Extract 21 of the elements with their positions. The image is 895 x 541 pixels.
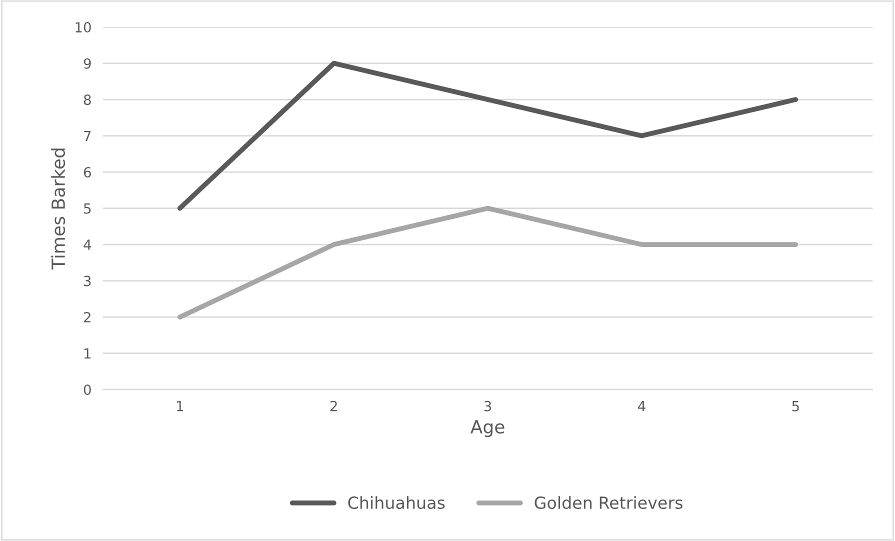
x-tick-label: 1: [177, 401, 184, 412]
y-tick-label: 5: [84, 203, 91, 214]
y-tick-label: 4: [84, 240, 92, 250]
x-axis-title: Age: [470, 420, 504, 438]
y-tick-label: 10: [76, 22, 91, 33]
x-tick-label: 4: [638, 401, 646, 412]
x-tick-label: 3: [484, 400, 492, 412]
y-tick-label: 6: [84, 167, 91, 178]
y-tick-label: 8: [84, 94, 91, 106]
y-tick-label: 1: [84, 348, 91, 359]
y-tick-label: 7: [84, 130, 91, 142]
x-tick-label: 2: [330, 400, 337, 412]
x-tick-label: 5: [792, 401, 799, 412]
line-series: [177, 60, 798, 211]
y-tick-label: 3: [84, 276, 91, 286]
y-tick-label: 2: [84, 312, 90, 322]
legend-label: Golden Retrievers: [534, 496, 682, 510]
legend-label: Chihuahuas: [348, 496, 445, 510]
y-tick-label: 9: [84, 58, 91, 69]
y-axis-title: Times Barked: [51, 148, 66, 270]
y-tick-label: 0: [84, 384, 91, 395]
